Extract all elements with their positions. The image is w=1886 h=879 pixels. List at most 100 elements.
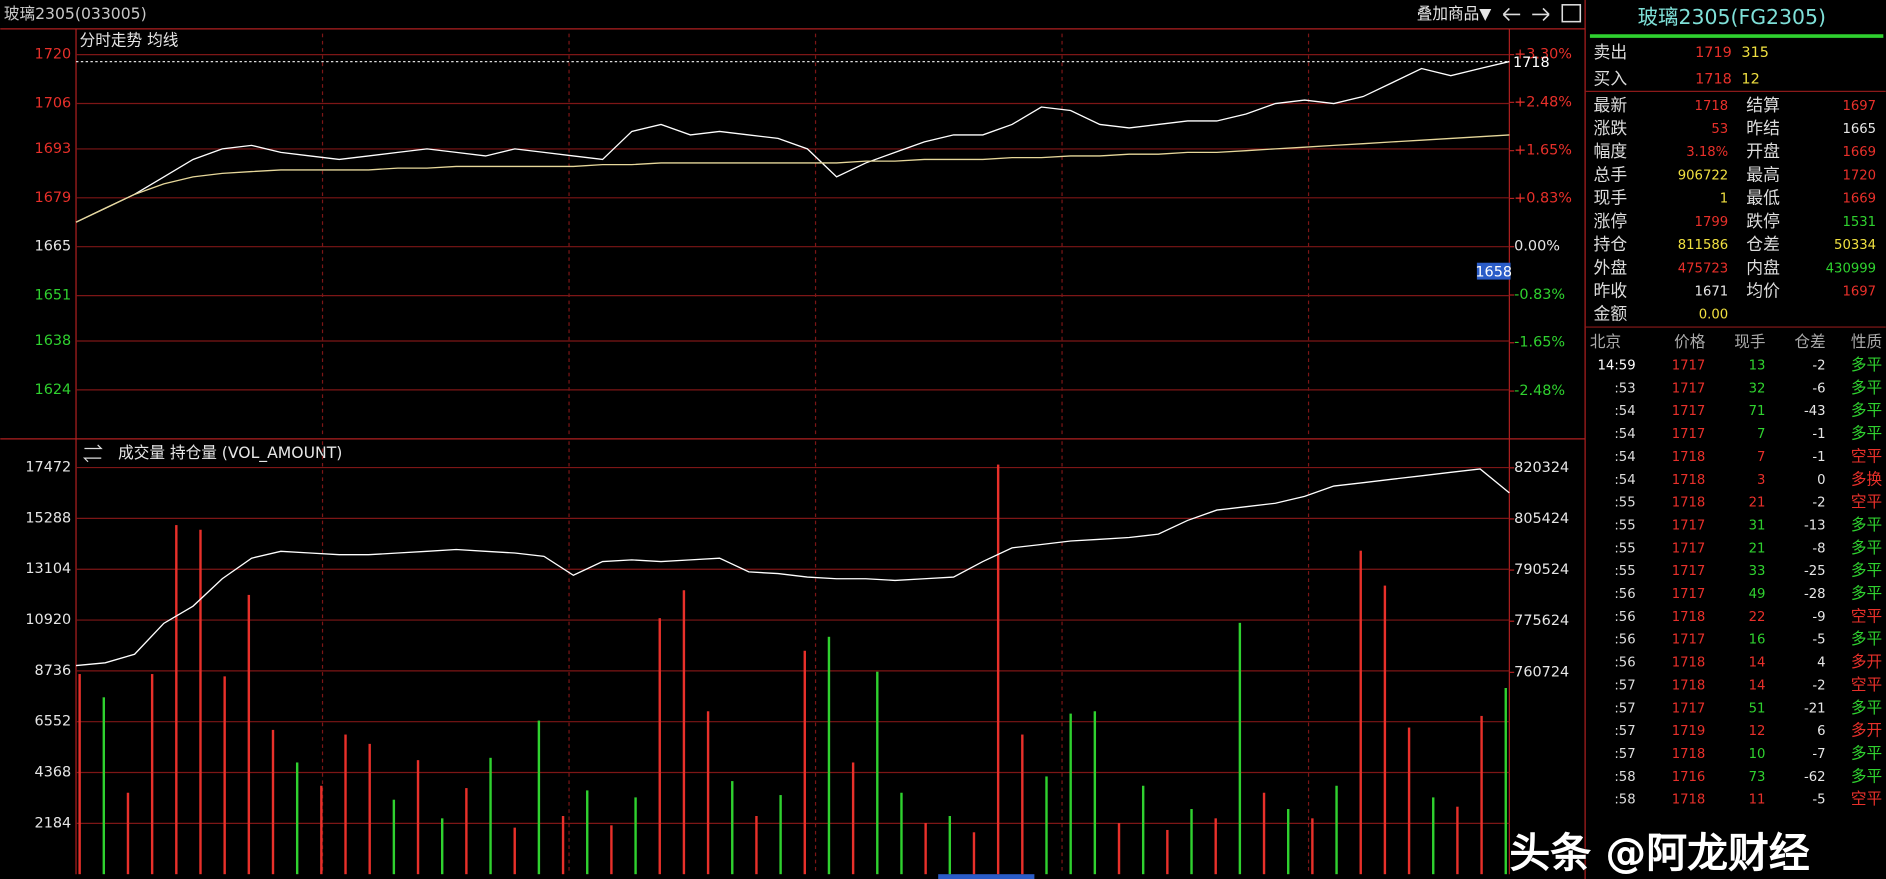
ticks-cell: :57 (1614, 678, 1635, 693)
ticks-cell: :55 (1614, 518, 1635, 533)
volume-bar (344, 734, 347, 875)
ticks-cell: 多平 (1851, 561, 1882, 580)
field-label: 涨停 (1594, 211, 1628, 231)
volume-bar (368, 743, 371, 875)
field-label: 昨结 (1746, 118, 1780, 138)
volume-bar (1287, 809, 1290, 875)
field-label: 均价 (1746, 280, 1780, 300)
volume-bar (465, 788, 468, 875)
volume-bar (295, 762, 299, 875)
ticks-cell: 13 (1749, 359, 1766, 374)
field-value: 1665 (1842, 122, 1876, 137)
field-value: 1799 (1695, 215, 1729, 230)
field-value: 1718 (1695, 99, 1729, 114)
ticks-cell: 71 (1749, 404, 1766, 419)
volume-bar (1407, 727, 1411, 875)
ticks-cell: 多开 (1851, 652, 1882, 671)
field-value: 3.18% (1686, 145, 1728, 160)
volume-bar (1093, 711, 1097, 875)
volume-bar (223, 676, 226, 875)
scrollbar[interactable] (938, 874, 1035, 879)
y2-tick-label: +1.65% (1514, 143, 1572, 159)
field-label: 昨收 (1594, 280, 1628, 300)
volume-bar (948, 816, 952, 875)
forward-icon[interactable] (1532, 7, 1550, 21)
reference-label: 1718 (1513, 55, 1550, 71)
field-value: 811586 (1678, 238, 1728, 253)
ticks-cell: -8 (1812, 541, 1825, 556)
y-tick-label: 15288 (25, 510, 71, 526)
layout-icon[interactable] (1561, 4, 1582, 23)
field-label: 总手 (1594, 164, 1628, 184)
ticks-header: 现手 (1734, 332, 1765, 351)
volume-bar (1480, 715, 1483, 875)
y2-tick-label: +0.83% (1514, 190, 1572, 206)
ticks-cell: 1717 (1672, 564, 1706, 579)
y-tick-label: 1720 (35, 47, 72, 63)
y-tick-label: 1638 (35, 333, 72, 349)
ticks-cell: -28 (1804, 587, 1826, 602)
volume-bar (1432, 797, 1435, 875)
quote-volume: 12 (1741, 71, 1759, 87)
volume-bar (247, 594, 251, 875)
ticks-cell: 1717 (1672, 587, 1706, 602)
ticks-cell: 多平 (1851, 584, 1882, 603)
ticks-cell: 73 (1749, 770, 1766, 785)
y2-tick-label: -0.83% (1514, 287, 1565, 303)
ticks-cell: 1718 (1672, 473, 1706, 488)
price-panel-title: 分时走势 均线 (80, 30, 179, 49)
ticks-cell: 空平 (1851, 789, 1882, 808)
field-label: 持仓 (1594, 234, 1628, 254)
ticks-cell: :56 (1614, 610, 1635, 625)
switch-icon[interactable] (82, 444, 103, 463)
volume-bar (996, 464, 1000, 875)
overlay-button[interactable]: 叠加商品▼ (1417, 4, 1492, 23)
volume-bar (1069, 713, 1072, 875)
field-value: 475723 (1678, 261, 1728, 276)
ticks-cell: 12 (1749, 724, 1766, 739)
y-tick-label: 1693 (35, 141, 72, 157)
field-value: 1669 (1842, 192, 1876, 207)
quote-price: 1718 (1695, 71, 1732, 87)
watermark: 头条 @阿龙财经 (1509, 829, 1809, 877)
y-tick-label: 1651 (35, 288, 72, 304)
ticks-cell: 14 (1749, 678, 1766, 693)
ticks-cell: 1718 (1672, 610, 1706, 625)
ticks-cell: 1717 (1672, 381, 1706, 396)
volume-bar (126, 792, 130, 875)
ticks-cell: 多开 (1851, 721, 1882, 740)
ticks-cell: 7 (1757, 427, 1765, 442)
ticks-cell: 1716 (1672, 770, 1706, 785)
ticks-cell: 1717 (1672, 427, 1706, 442)
y-tick-label: 17472 (25, 460, 71, 476)
field-label: 最高 (1746, 164, 1780, 184)
ticks-cell: 多平 (1851, 355, 1882, 374)
volume-bar (1238, 622, 1242, 875)
volume-bar (1335, 785, 1338, 875)
y-tick-label: 6552 (35, 714, 72, 730)
ticks-cell: 31 (1749, 518, 1766, 533)
quote-label: 卖出 (1594, 42, 1628, 62)
ticks-cell: :56 (1614, 633, 1635, 648)
ticks-cell: -43 (1804, 404, 1826, 419)
volume-bar (1141, 785, 1145, 875)
ticks-cell: -1 (1812, 450, 1825, 465)
volume-bar (1166, 829, 1169, 875)
volume-panel-title: 成交量 持仓量 (VOL_AMOUNT) (118, 443, 342, 463)
field-label: 仓差 (1746, 234, 1780, 254)
back-icon[interactable] (1502, 7, 1521, 21)
ticks-cell: 空平 (1851, 675, 1882, 694)
ticks-cell: :54 (1614, 473, 1635, 488)
y2-tick-label: -2.48% (1514, 383, 1565, 399)
volume-bar (513, 827, 516, 875)
ticks-cell: 49 (1749, 587, 1766, 602)
field-value: 1671 (1695, 284, 1729, 299)
instrument-title: 玻璃2305(033005) (4, 4, 147, 23)
quote-volume: 315 (1741, 45, 1769, 61)
volume-bar (1021, 734, 1024, 875)
field-label: 最低 (1746, 188, 1780, 208)
field-value: 53 (1711, 122, 1728, 137)
field-label: 结算 (1746, 95, 1780, 115)
series-line (75, 134, 1510, 223)
volume-bar (803, 650, 806, 875)
